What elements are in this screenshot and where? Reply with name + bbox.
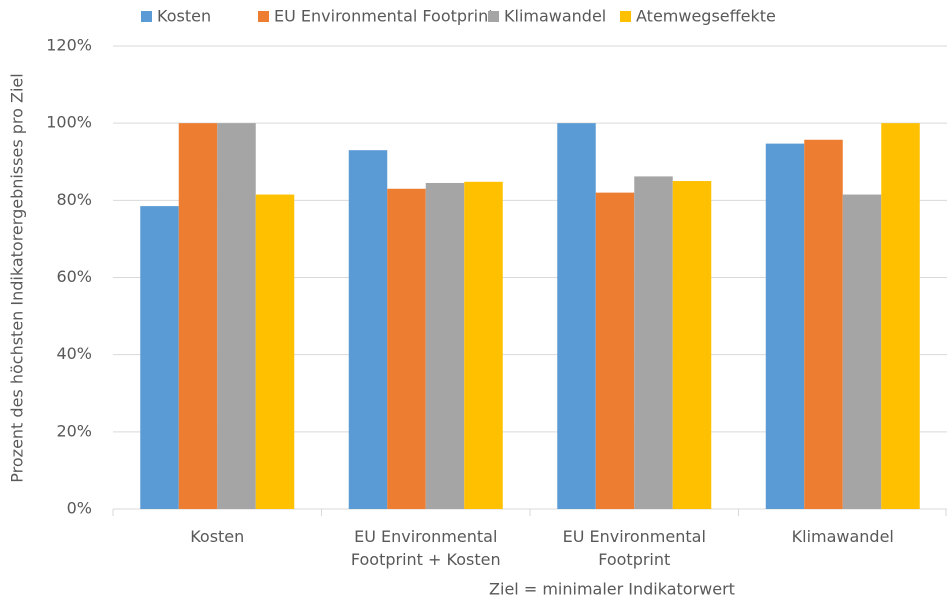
x-tick-label: Kosten — [190, 527, 245, 546]
bar — [765, 143, 805, 509]
y-tick-label: 20% — [56, 421, 92, 440]
bar — [425, 182, 465, 510]
bar — [387, 188, 426, 509]
legend-swatch — [141, 11, 152, 22]
bar — [595, 192, 635, 509]
bar — [217, 123, 256, 510]
legend-label: Kosten — [157, 7, 211, 26]
bar — [804, 139, 843, 509]
bar — [178, 123, 218, 510]
y-tick-label: 100% — [46, 113, 92, 132]
bar — [348, 150, 388, 510]
legend-label: Klimawandel — [504, 7, 606, 26]
legend-swatch — [258, 11, 269, 22]
bar — [464, 181, 503, 509]
x-tick-label: EU Environmental Footprint — [562, 527, 706, 569]
bar — [140, 206, 179, 509]
y-tick-label: 120% — [46, 36, 92, 55]
legend-swatch — [488, 11, 499, 22]
legend-label: Atemwegseffekte — [636, 7, 776, 26]
bar — [672, 181, 712, 509]
y-axis-title: Prozent des höchsten Indikatorergebnisse… — [8, 73, 27, 482]
legend-label: EU Environmental Footprint — [274, 7, 494, 26]
bar — [881, 123, 920, 510]
x-tick-label: EU Environmental Footprint + Kosten — [350, 527, 501, 569]
y-tick-label: 0% — [67, 499, 92, 518]
bar — [255, 194, 295, 509]
bar — [842, 194, 882, 509]
y-tick-label: 40% — [56, 344, 92, 363]
y-tick-label: 80% — [56, 190, 92, 209]
legend-swatch — [620, 11, 631, 22]
y-tick-label: 60% — [56, 267, 92, 286]
bar — [557, 123, 596, 510]
x-axis-title: Ziel = minimaler Indikatorwert — [489, 580, 735, 599]
x-tick-label: Klimawandel — [791, 527, 894, 546]
bar — [634, 176, 673, 509]
